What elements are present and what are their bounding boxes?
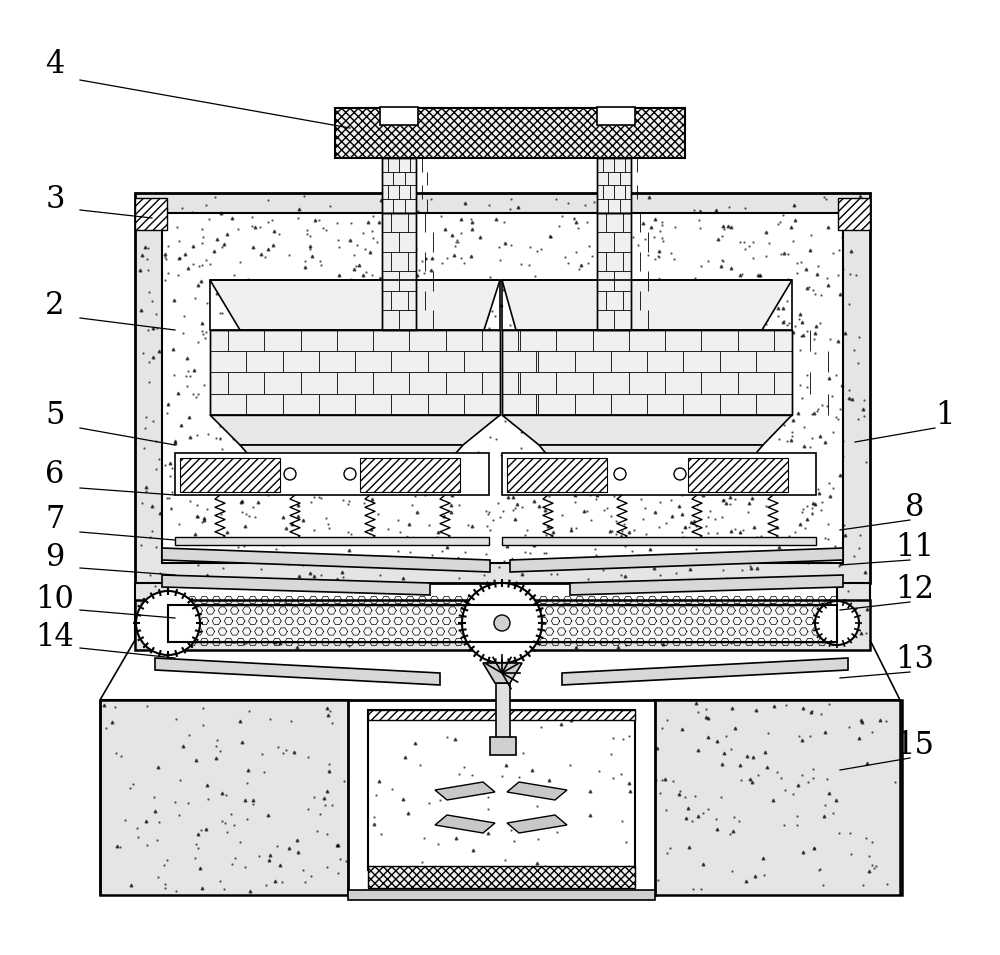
Bar	[382, 158, 416, 213]
Text: 10: 10	[36, 584, 74, 616]
Polygon shape	[210, 280, 500, 330]
Text: 1: 1	[935, 399, 955, 431]
Polygon shape	[507, 782, 567, 800]
Bar	[496, 683, 510, 740]
Polygon shape	[162, 575, 430, 595]
Bar	[597, 213, 631, 330]
Circle shape	[344, 468, 356, 480]
Polygon shape	[483, 663, 522, 683]
Text: 15: 15	[896, 730, 934, 760]
Bar	[360, 458, 460, 492]
Polygon shape	[240, 445, 463, 485]
Bar	[502, 537, 816, 545]
Bar	[838, 198, 870, 230]
Bar	[837, 583, 870, 640]
Circle shape	[494, 615, 510, 631]
Circle shape	[462, 583, 542, 663]
Bar	[335, 108, 685, 158]
Bar	[368, 710, 635, 870]
Polygon shape	[510, 548, 843, 572]
Circle shape	[614, 468, 626, 480]
Bar	[380, 107, 418, 125]
Bar	[180, 458, 280, 492]
Bar	[135, 193, 870, 583]
Bar	[368, 866, 635, 888]
Polygon shape	[539, 445, 763, 485]
Bar	[368, 710, 635, 720]
Polygon shape	[502, 415, 792, 445]
Bar	[175, 453, 489, 495]
Text: 14: 14	[36, 623, 74, 653]
Bar	[502, 453, 816, 495]
Bar	[168, 605, 837, 642]
Bar	[688, 458, 788, 492]
Bar	[135, 198, 167, 230]
Text: 9: 9	[45, 542, 65, 574]
Polygon shape	[162, 548, 490, 572]
Bar	[597, 158, 631, 213]
Polygon shape	[155, 658, 440, 685]
Text: 8: 8	[905, 493, 925, 523]
Polygon shape	[435, 815, 495, 833]
Bar	[348, 700, 655, 895]
Bar	[175, 537, 489, 545]
Text: 12: 12	[896, 575, 934, 605]
Bar	[652, 700, 902, 895]
Bar	[100, 700, 350, 895]
Bar	[135, 600, 870, 650]
Bar	[502, 330, 792, 415]
Bar	[490, 737, 516, 755]
Text: 6: 6	[45, 459, 65, 491]
Circle shape	[815, 601, 859, 645]
Bar	[502, 280, 792, 330]
Polygon shape	[502, 280, 792, 330]
Text: 5: 5	[45, 399, 65, 431]
Bar	[597, 213, 631, 330]
Bar	[597, 158, 631, 213]
Circle shape	[674, 468, 686, 480]
Bar	[597, 107, 635, 125]
Bar	[348, 890, 655, 900]
Polygon shape	[435, 782, 495, 800]
Circle shape	[284, 468, 296, 480]
Bar	[168, 605, 837, 642]
Bar	[382, 213, 416, 330]
Bar	[135, 583, 168, 640]
Text: 4: 4	[45, 50, 65, 80]
Bar	[162, 213, 843, 563]
Bar	[502, 330, 792, 415]
Text: 7: 7	[45, 504, 65, 536]
Bar	[507, 458, 607, 492]
Polygon shape	[507, 815, 567, 833]
Polygon shape	[210, 415, 500, 445]
Text: 13: 13	[896, 645, 934, 675]
Bar	[210, 330, 500, 415]
Bar	[210, 280, 500, 330]
Bar	[210, 330, 500, 415]
Text: 2: 2	[45, 289, 65, 321]
Bar	[382, 158, 416, 213]
Bar	[382, 213, 416, 330]
Text: 11: 11	[896, 533, 934, 563]
Polygon shape	[570, 575, 843, 595]
Circle shape	[136, 591, 200, 655]
Polygon shape	[562, 658, 848, 685]
Text: 3: 3	[45, 184, 65, 216]
